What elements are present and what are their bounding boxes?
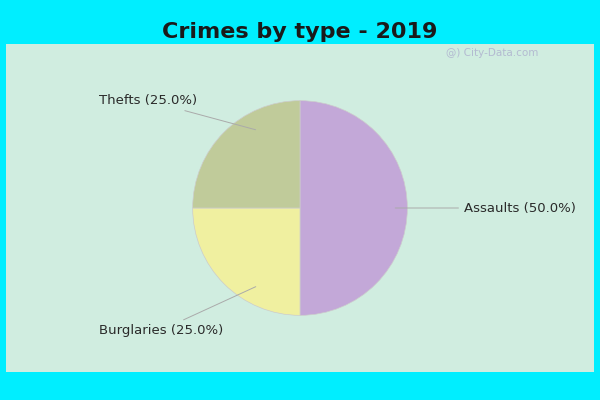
Text: Assaults (50.0%): Assaults (50.0%) bbox=[395, 202, 576, 214]
Text: @) City-Data.com: @) City-Data.com bbox=[446, 48, 538, 58]
Text: Crimes by type - 2019: Crimes by type - 2019 bbox=[163, 22, 437, 42]
Text: Burglaries (25.0%): Burglaries (25.0%) bbox=[99, 287, 256, 337]
Wedge shape bbox=[193, 208, 300, 315]
Wedge shape bbox=[300, 101, 407, 315]
Text: Thefts (25.0%): Thefts (25.0%) bbox=[99, 94, 256, 130]
Wedge shape bbox=[193, 101, 300, 208]
